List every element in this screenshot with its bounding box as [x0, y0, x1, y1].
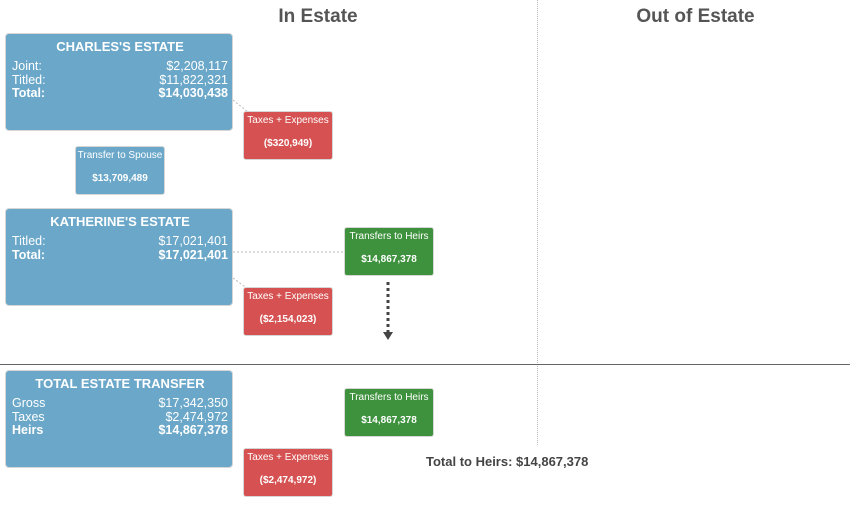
row-value: $17,021,401	[158, 247, 228, 262]
box-value: $14,867,378	[361, 254, 417, 265]
transfer-to-spouse-box: Transfer to Spouse $13,709,489	[75, 146, 165, 195]
row-label: Joint:	[12, 59, 42, 73]
box-label: Transfers to Heirs	[349, 231, 429, 242]
box-label: Taxes + Expenses	[247, 291, 329, 302]
column-divider	[537, 0, 538, 445]
total-to-heirs-label: Total to Heirs: $14,867,378	[426, 454, 589, 469]
row-value: $14,030,438	[158, 86, 228, 100]
katherine-heirs-box: Transfers to Heirs $14,867,378	[344, 227, 434, 276]
row-label: Taxes	[12, 409, 45, 424]
row-value: $11,822,321	[159, 72, 228, 87]
row-label: Titled:	[12, 234, 46, 248]
row-value: $14,867,378	[158, 423, 228, 437]
row-label: Titled:	[12, 72, 46, 87]
total-gross-row: Gross $17,342,350	[12, 396, 228, 411]
box-value: ($320,949)	[263, 138, 313, 149]
box-value: ($2,474,972)	[259, 475, 317, 486]
box-label: Taxes + Expenses	[247, 115, 329, 126]
row-value: $17,021,401	[158, 234, 228, 248]
out-of-estate-heading: Out of Estate	[636, 6, 755, 27]
katherine-titled-row: Titled: $17,021,401	[12, 234, 228, 249]
box-label: Transfer to Spouse	[77, 150, 163, 161]
total-estate-box: TOTAL ESTATE TRANSFER Gross $17,342,350 …	[5, 370, 233, 468]
box-value: ($2,154,023)	[259, 314, 317, 325]
row-value: $2,474,972	[165, 409, 228, 424]
katherine-taxes-box: Taxes + Expenses ($2,154,023)	[243, 287, 333, 336]
katherine-estate-box: KATHERINE'S ESTATE Titled: $17,021,401 T…	[5, 208, 233, 306]
section-divider	[0, 364, 850, 365]
box-value: $13,709,489	[92, 173, 148, 184]
box-label: Taxes + Expenses	[247, 452, 329, 463]
row-label: Total:	[12, 247, 46, 262]
box-value: $14,867,378	[361, 415, 417, 426]
in-estate-heading: In Estate	[278, 6, 358, 27]
row-value: $2,208,117	[166, 59, 228, 73]
row-label: Gross	[12, 396, 46, 410]
total-heirs-row: Heirs $14,867,378	[12, 423, 228, 438]
charles-estate-title: CHARLES'S ESTATE	[56, 39, 184, 54]
total-heirs-box: Transfers to Heirs $14,867,378	[344, 388, 434, 437]
charles-taxes-box: Taxes + Expenses ($320,949)	[243, 111, 333, 160]
row-value: $17,342,350	[158, 396, 228, 410]
box-label: Transfers to Heirs	[349, 392, 429, 403]
charles-joint-row: Joint: $2,208,117	[12, 59, 228, 74]
total-taxes-box: Taxes + Expenses ($2,474,972)	[243, 448, 333, 497]
katherine-total-row: Total: $17,021,401	[12, 247, 228, 263]
total-estate-title: TOTAL ESTATE TRANSFER	[35, 376, 205, 391]
row-label: Total:	[12, 86, 46, 100]
katherine-estate-title: KATHERINE'S ESTATE	[50, 214, 190, 229]
total-taxes-row: Taxes $2,474,972	[12, 409, 228, 425]
charles-estate-box: CHARLES'S ESTATE Joint: $2,208,117 Title…	[5, 33, 233, 131]
row-label: Heirs	[12, 423, 44, 437]
charles-total-row: Total: $14,030,438	[12, 86, 228, 101]
charles-titled-row: Titled: $11,822,321	[12, 72, 228, 88]
